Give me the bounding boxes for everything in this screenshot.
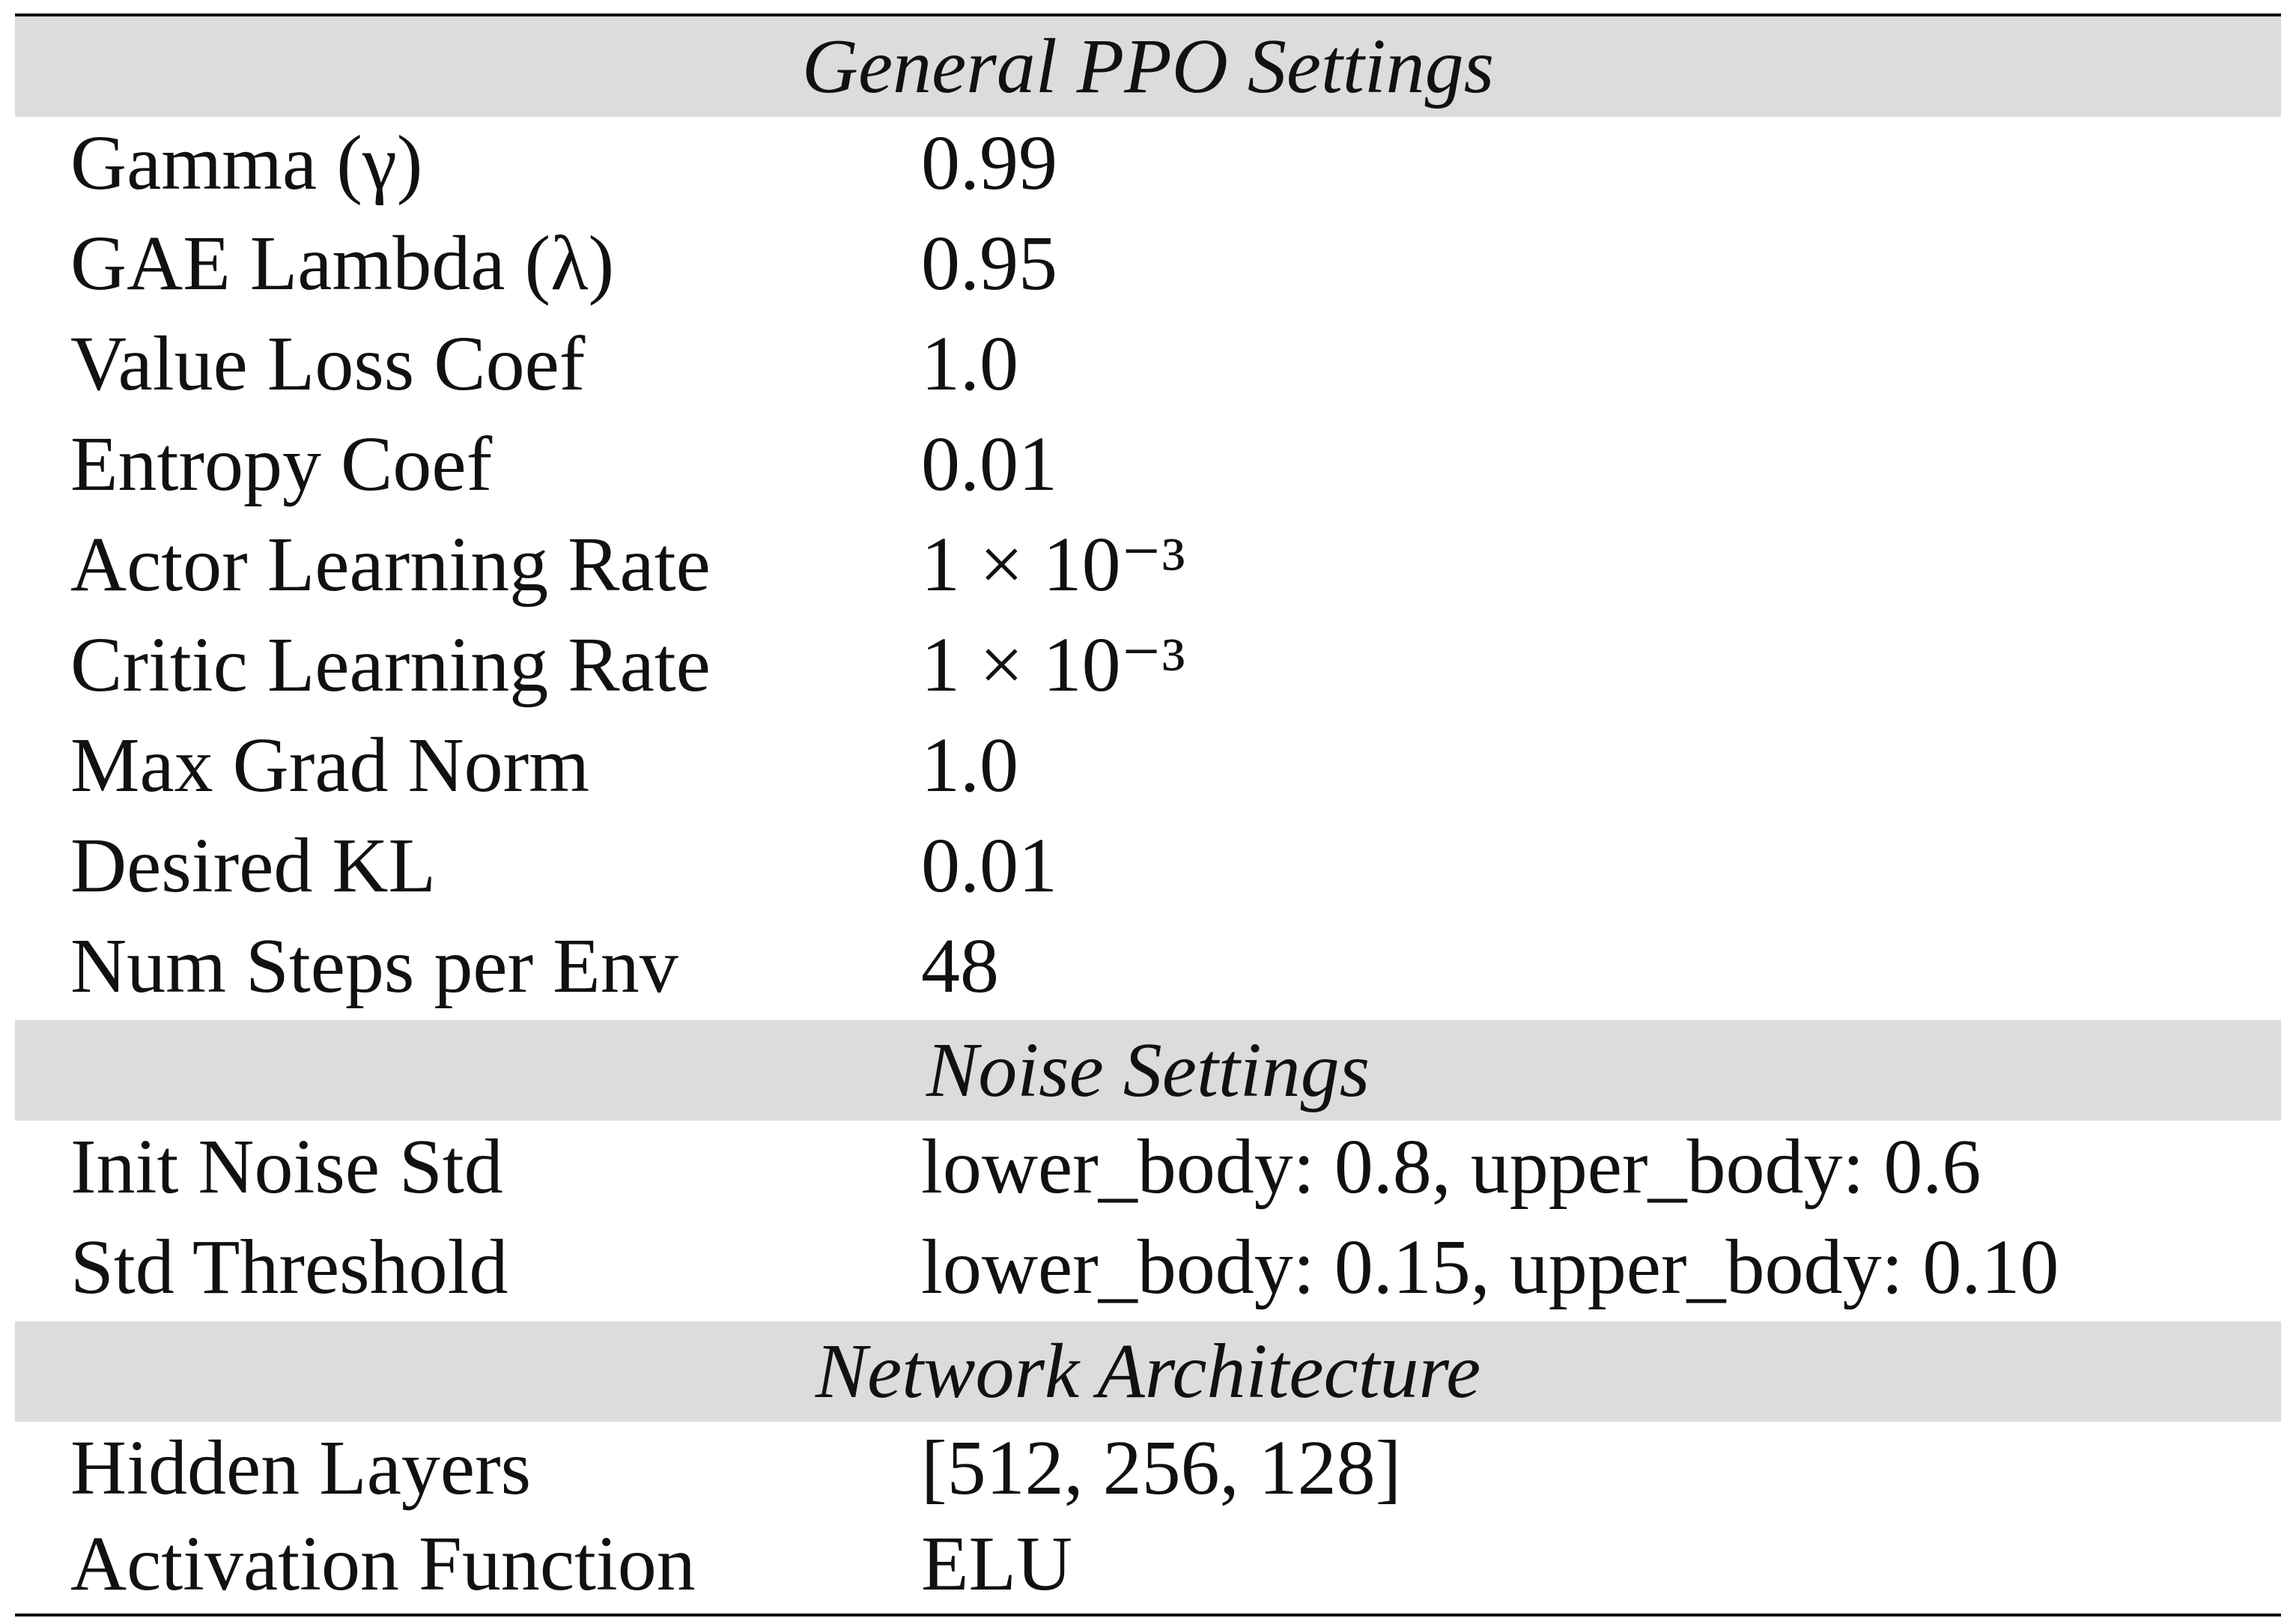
param-label: Init Noise Std — [70, 1124, 503, 1210]
section-title: Noise Settings — [926, 1027, 1370, 1113]
table-row-value-loss-coef: Value Loss Coef 1.0 — [15, 318, 2281, 418]
param-label: Desired KL — [70, 822, 437, 909]
table-bottom-rule — [15, 1614, 2281, 1617]
param-label: Entropy Coef — [70, 421, 493, 507]
param-value: 1.0 — [921, 321, 1018, 407]
hyperparameter-table: General PPO Settings Gamma (γ) 0.99 GAE … — [15, 13, 2281, 1617]
param-value: [512, 256, 128] — [921, 1425, 1402, 1511]
param-label: Hidden Layers — [70, 1425, 532, 1511]
table-row-num-steps: Num Steps per Env 48 — [15, 920, 2281, 1020]
table-row-gae-lambda: GAE Lambda (λ) 0.95 — [15, 217, 2281, 318]
table-row-hidden-layers: Hidden Layers [512, 256, 128] — [15, 1422, 2281, 1522]
param-label: Activation Function — [70, 1521, 696, 1607]
param-value: 1.0 — [921, 722, 1018, 808]
section-header-network-architecture: Network Architecture — [15, 1321, 2281, 1422]
param-value: 1 × 10⁻³ — [921, 521, 1185, 608]
param-value: ELU — [921, 1521, 1073, 1607]
param-label: Critic Learning Rate — [70, 622, 711, 708]
param-label: Std Threshold — [70, 1224, 508, 1310]
table-row-gamma: Gamma (γ) 0.99 — [15, 117, 2281, 217]
param-value: 0.01 — [921, 822, 1057, 909]
table-row-max-grad-norm: Max Grad Norm 1.0 — [15, 719, 2281, 819]
table-row-entropy-coef: Entropy Coef 0.01 — [15, 418, 2281, 518]
param-value: 1 × 10⁻³ — [921, 622, 1185, 708]
param-value: lower_body: 0.15, upper_body: 0.10 — [921, 1224, 2059, 1310]
param-value: 0.01 — [921, 421, 1057, 507]
table-row-std-threshold: Std Threshold lower_body: 0.15, upper_bo… — [15, 1221, 2281, 1321]
param-value: 0.95 — [921, 220, 1057, 306]
param-value: 0.99 — [921, 120, 1057, 206]
section-title: General PPO Settings — [801, 23, 1495, 109]
param-value: lower_body: 0.8, upper_body: 0.6 — [921, 1124, 1981, 1210]
param-value: 48 — [921, 923, 999, 1009]
param-label: Actor Learning Rate — [70, 521, 711, 608]
table-row-init-noise-std: Init Noise Std lower_body: 0.8, upper_bo… — [15, 1121, 2281, 1221]
table-row-activation-function: Activation Function ELU — [15, 1518, 2281, 1618]
param-label: Max Grad Norm — [70, 722, 590, 808]
table-row-desired-kl: Desired KL 0.01 — [15, 819, 2281, 920]
param-label: GAE Lambda (λ) — [70, 220, 615, 306]
section-header-general-ppo: General PPO Settings — [15, 16, 2281, 117]
param-label: Num Steps per Env — [70, 923, 678, 1009]
param-label: Gamma (γ) — [70, 120, 423, 206]
table-row-critic-learning-rate: Critic Learning Rate 1 × 10⁻³ — [15, 619, 2281, 719]
section-header-noise: Noise Settings — [15, 1020, 2281, 1121]
table-row-actor-learning-rate: Actor Learning Rate 1 × 10⁻³ — [15, 518, 2281, 619]
section-title: Network Architecture — [815, 1328, 1481, 1414]
param-label: Value Loss Coef — [70, 321, 586, 407]
table-top-rule — [15, 13, 2281, 16]
